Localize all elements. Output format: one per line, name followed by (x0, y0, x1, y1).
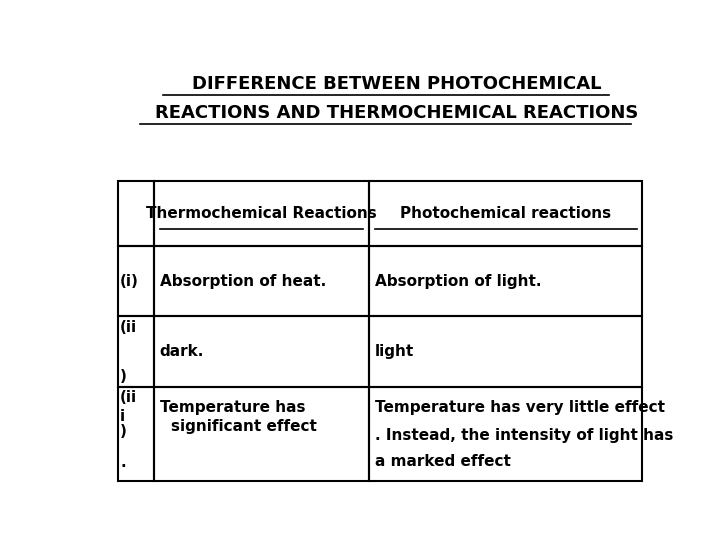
Text: significant effect: significant effect (171, 420, 317, 435)
Text: Temperature has very little effect: Temperature has very little effect (374, 400, 665, 415)
Text: Absorption of heat.: Absorption of heat. (160, 274, 326, 288)
Text: dark.: dark. (160, 344, 204, 359)
Text: i: i (120, 409, 125, 424)
Text: (ii: (ii (120, 320, 138, 335)
Text: .: . (120, 455, 126, 470)
Text: Absorption of light.: Absorption of light. (374, 274, 541, 288)
Text: DIFFERENCE BETWEEN PHOTOCHEMICAL: DIFFERENCE BETWEEN PHOTOCHEMICAL (192, 75, 602, 92)
Text: light: light (374, 344, 414, 359)
Text: ): ) (120, 369, 127, 384)
Text: Temperature has: Temperature has (160, 400, 305, 415)
Text: Thermochemical Reactions: Thermochemical Reactions (146, 206, 377, 221)
Text: a marked effect: a marked effect (374, 454, 510, 469)
Text: . Instead, the intensity of light has: . Instead, the intensity of light has (374, 428, 673, 443)
Text: Photochemical reactions: Photochemical reactions (400, 206, 611, 221)
Text: REACTIONS AND THERMOCHEMICAL REACTIONS: REACTIONS AND THERMOCHEMICAL REACTIONS (156, 104, 639, 122)
Text: (i): (i) (120, 274, 139, 288)
Text: ): ) (120, 424, 127, 440)
Text: (ii: (ii (120, 390, 138, 406)
